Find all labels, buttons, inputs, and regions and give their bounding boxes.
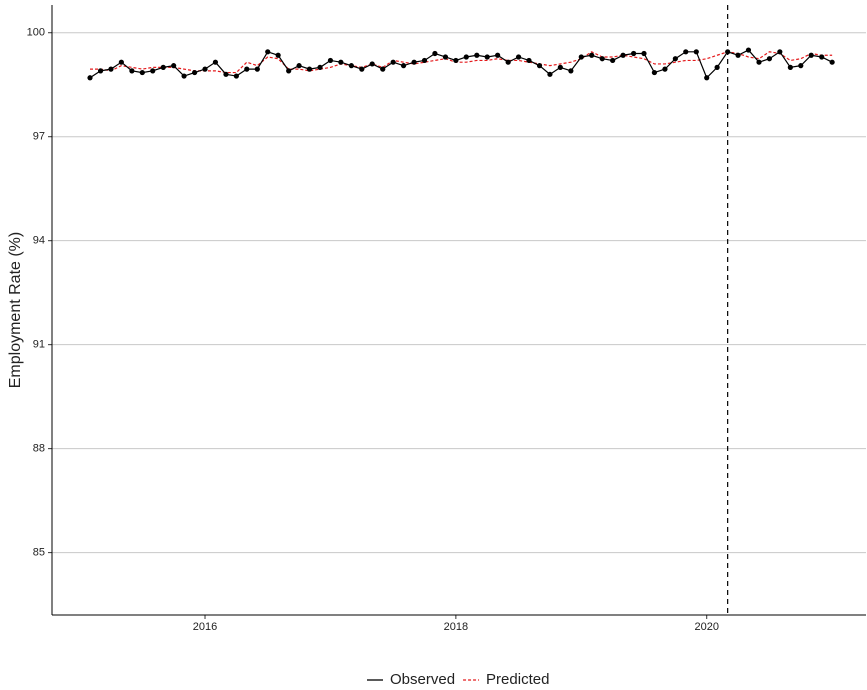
y-tick-label: 100 [27,27,45,39]
legend-label: Observed [390,671,455,688]
data-point [160,64,166,70]
x-tick-label: 2018 [444,621,468,633]
data-point [150,68,156,74]
series-line [90,51,833,74]
y-axis-title: Employment Rate (%) [7,232,24,389]
data-point [233,73,239,79]
data-point [662,66,668,72]
data-point [369,61,375,67]
data-point [536,63,543,69]
data-point [192,69,198,76]
data-point [672,56,678,62]
data-point [766,56,773,62]
data-point [505,59,511,65]
y-tick-label: 85 [33,547,45,559]
data-point [87,75,93,81]
data-point [704,75,710,81]
data-point [118,59,124,65]
data-point [286,68,292,74]
data-point [306,66,313,72]
data-point [714,64,720,70]
data-point [599,56,605,62]
data-point [515,54,522,60]
data-point [202,66,208,72]
data-point [725,49,731,55]
y-tick-label: 91 [33,339,45,351]
data-point [641,50,647,57]
data-point [787,64,793,70]
data-point [453,57,459,64]
series-line [89,49,833,79]
data-point [526,57,532,64]
x-tick-label: 2020 [694,621,718,633]
data-point [254,66,260,72]
data-point [589,52,595,58]
data-point [819,54,825,60]
data-point [735,52,741,58]
data-point [97,68,104,74]
data-point [421,57,428,64]
x-tick-label: 2016 [193,621,217,633]
data-point [108,66,114,72]
data-point [484,54,490,60]
data-point [181,73,187,79]
data-point [693,49,699,55]
data-point [223,71,229,77]
data-point [557,64,563,70]
data-point [380,66,386,72]
data-point [129,68,135,74]
data-point [432,50,438,57]
y-tick-label: 88 [33,443,45,455]
data-point [338,59,344,65]
data-point [474,52,480,58]
data-point [390,59,396,65]
data-point [829,59,835,65]
data-point [275,52,281,58]
data-point [495,52,501,58]
data-point [327,57,334,64]
data-point [212,59,219,65]
data-point [400,63,407,69]
data-point [777,49,783,55]
data-point [798,63,804,69]
data-point [651,69,658,76]
data-point [620,52,626,58]
data-point [547,71,553,77]
data-point [296,63,302,69]
data-point [171,63,177,69]
data-point [756,59,762,65]
data-point [244,66,250,72]
data-point [630,50,637,57]
data-point [610,57,616,64]
data-point [683,49,689,55]
data-point [411,59,417,65]
data-point [578,54,584,60]
data-point [442,54,449,60]
y-tick-label: 97 [33,131,45,143]
legend-label: Predicted [486,671,549,688]
data-point [317,64,323,70]
data-point [745,47,752,53]
y-tick-label: 94 [33,235,45,247]
data-point [348,63,354,69]
data-point [359,66,365,72]
data-point [463,54,469,60]
data-point [139,69,145,76]
data-point [265,49,271,55]
data-point [568,68,574,74]
data-point [808,52,814,58]
